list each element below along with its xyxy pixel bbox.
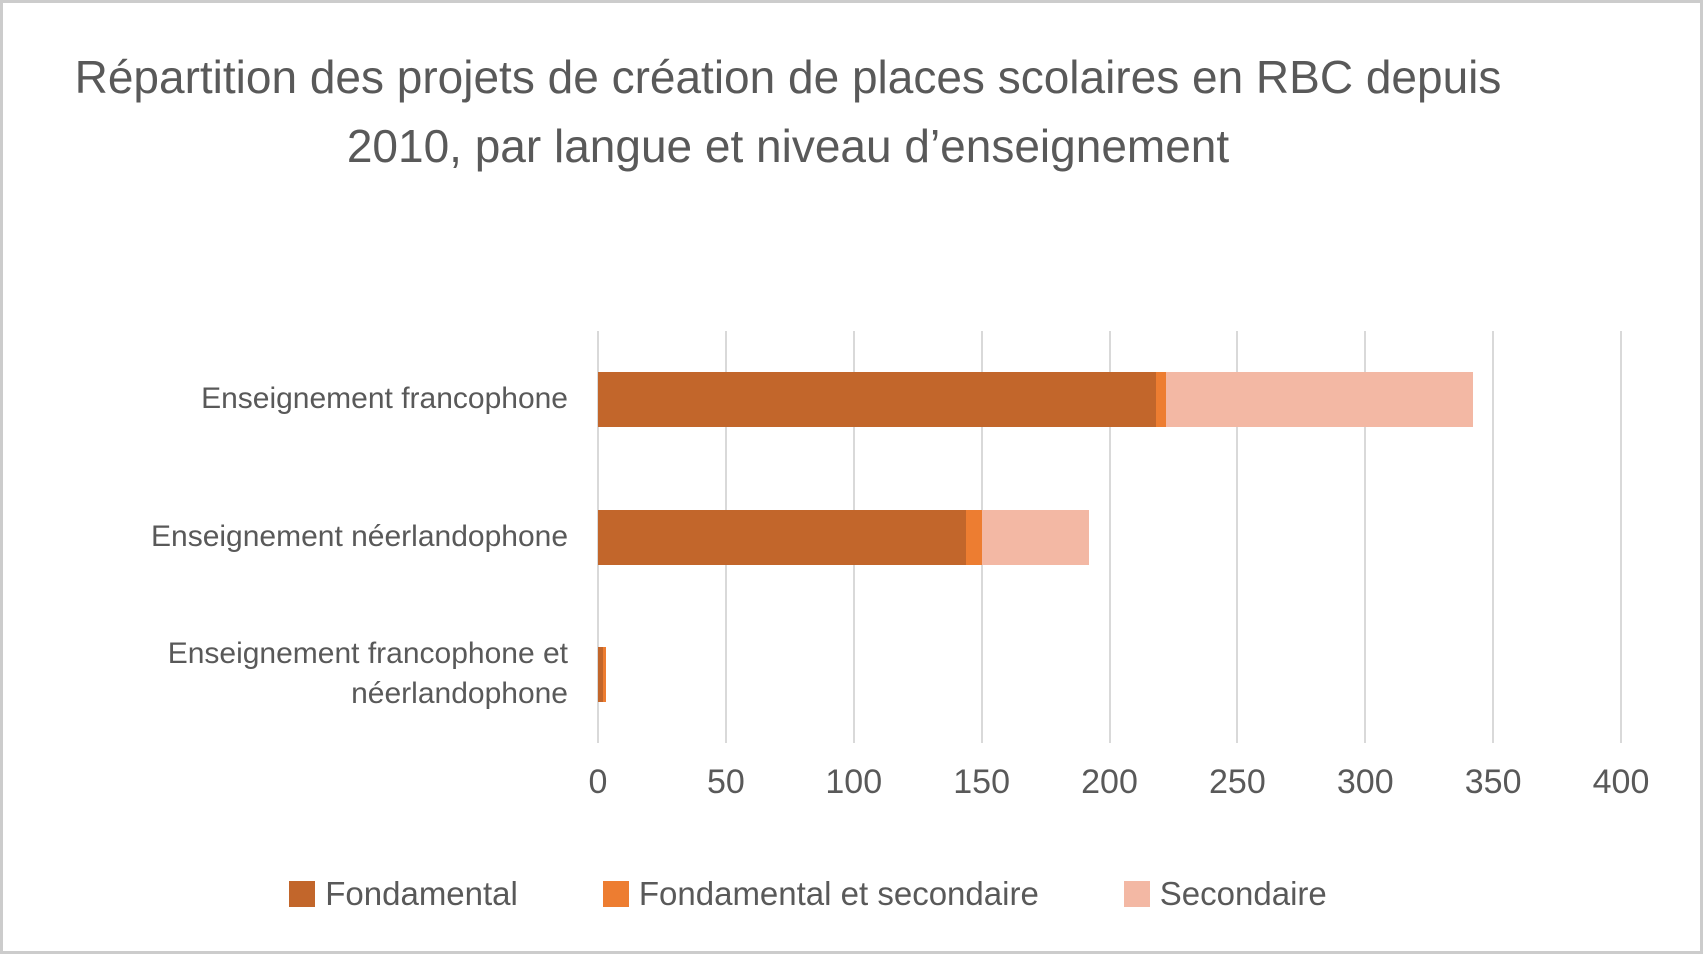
plot-area [597, 331, 1622, 743]
gridline [1236, 331, 1239, 743]
legend-swatch-icon [1123, 881, 1150, 907]
gridline [1492, 331, 1495, 743]
bar-segment [598, 372, 1156, 428]
bar-segment [981, 509, 1090, 565]
legend-item: Fondamental et secondaire [602, 875, 1039, 913]
bar-segment [598, 646, 604, 702]
y-axis-category-labels: Enseignement francophone Enseignement née… [3, 331, 568, 743]
bar-segment [603, 646, 606, 702]
x-axis-tick-label: 300 [1336, 763, 1394, 801]
x-axis-tick-label: 100 [825, 763, 883, 801]
x-axis-tick-label: 250 [1209, 763, 1266, 801]
gridline [1108, 331, 1111, 743]
bar-segment [1155, 372, 1166, 428]
x-axis-tick-label: 200 [1081, 763, 1138, 801]
x-axis-tick-label: 350 [1464, 763, 1522, 801]
bar-row [598, 372, 1621, 428]
bar-row [598, 646, 1621, 702]
x-axis-tick-label: 150 [953, 763, 1010, 801]
bar-segment [1165, 372, 1473, 428]
legend-item: Fondamental [289, 875, 518, 913]
category-label: Enseignement francophone et néerlandopho… [167, 636, 568, 711]
bar-segment [966, 509, 982, 565]
bar-segment [598, 509, 967, 565]
x-axis-tick-label: 400 [1592, 763, 1650, 801]
category-label: Enseignement francophone [201, 382, 568, 416]
gridline [1364, 331, 1367, 743]
legend: Fondamental Fondamental et secondaire Seco… [3, 875, 1613, 913]
x-axis-tick-label: 0 [588, 763, 608, 801]
legend-item: Secondaire [1123, 875, 1327, 913]
legend-swatch-icon [289, 881, 316, 907]
legend-label: Fondamental [325, 875, 518, 912]
chart-title: Répartition des projets de création de p… [74, 51, 1502, 172]
category-label: Enseignement néerlandophone [151, 519, 568, 553]
x-axis-tick-labels: 0 50 100 150 200 250 300 350 400 [589, 763, 1650, 807]
gridline [1620, 331, 1622, 743]
legend-label: Secondaire [1159, 875, 1327, 912]
x-axis-tick-label: 50 [706, 763, 745, 801]
legend-swatch-icon [602, 881, 629, 907]
bar-row [598, 509, 1621, 565]
legend-label: Fondamental et secondaire [638, 875, 1039, 912]
